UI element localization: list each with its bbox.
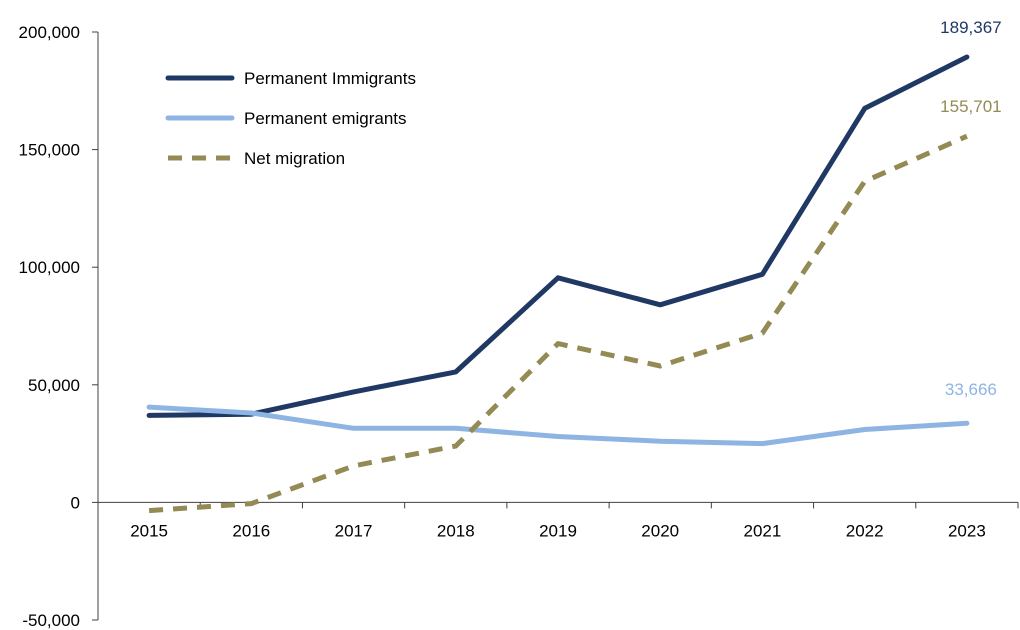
series-line xyxy=(146,404,970,447)
series-line xyxy=(146,54,970,418)
data-point xyxy=(759,441,765,447)
legend-item: Net migration xyxy=(168,149,345,168)
y-tick-label: -50,000 xyxy=(22,611,80,630)
data-point xyxy=(146,404,152,410)
data-point xyxy=(248,410,254,416)
x-tick-label: 2020 xyxy=(641,521,679,540)
y-tick-label: 100,000 xyxy=(19,258,80,277)
data-point xyxy=(555,275,561,281)
data-point xyxy=(657,363,663,369)
data-point xyxy=(759,271,765,277)
x-tick-label: 2015 xyxy=(130,521,168,540)
data-point xyxy=(964,54,970,60)
x-tick-label: 2022 xyxy=(846,521,884,540)
data-point xyxy=(862,426,868,432)
legend: Permanent Immigrants Permanent emigrants N… xyxy=(165,69,416,168)
series-permanent-immigrants xyxy=(146,54,970,418)
y-tick-label: 50,000 xyxy=(28,376,80,395)
series-net-migration xyxy=(146,133,970,514)
x-tick-label: 2021 xyxy=(744,521,782,540)
end-labels: 189,367 33,666 155,701 xyxy=(940,18,1001,399)
end-value-label: 189,367 xyxy=(940,18,1001,37)
data-point xyxy=(351,425,357,431)
legend-label: Permanent emigrants xyxy=(244,109,407,128)
legend-label: Permanent Immigrants xyxy=(244,69,416,88)
data-point xyxy=(146,412,152,418)
data-point xyxy=(146,508,152,514)
data-point xyxy=(964,420,970,426)
data-point xyxy=(657,302,663,308)
data-point xyxy=(862,105,868,111)
x-tick-label: 2023 xyxy=(948,521,986,540)
data-point xyxy=(759,330,765,336)
data-point xyxy=(453,443,459,449)
data-point xyxy=(453,369,459,375)
data-point xyxy=(248,501,254,507)
series-permanent-emigrants xyxy=(146,404,970,447)
legend-label: Net migration xyxy=(244,149,345,168)
y-tick-label: 0 xyxy=(71,493,80,512)
x-tick-label: 2019 xyxy=(539,521,577,540)
x-tick-label: 2017 xyxy=(335,521,373,540)
data-point xyxy=(555,341,561,347)
data-point xyxy=(657,438,663,444)
end-value-label: 155,701 xyxy=(940,97,1001,116)
x-tick-label: 2016 xyxy=(232,521,270,540)
data-point xyxy=(351,463,357,469)
series-layer xyxy=(146,54,970,514)
data-point xyxy=(453,425,459,431)
axes: -50,000 0 50,000 100,000 150,000 200,000 2015 2… xyxy=(19,23,1019,630)
data-point xyxy=(964,133,970,139)
data-point xyxy=(862,178,868,184)
x-tick-label: 2018 xyxy=(437,521,475,540)
legend-item: Permanent Immigrants xyxy=(165,69,416,88)
end-value-label: 33,666 xyxy=(945,380,997,399)
data-point xyxy=(555,434,561,440)
y-tick-label: 150,000 xyxy=(19,141,80,160)
data-point xyxy=(351,389,357,395)
y-tick-label: 200,000 xyxy=(19,23,80,42)
legend-item: Permanent emigrants xyxy=(165,109,407,128)
series-line xyxy=(148,133,968,514)
